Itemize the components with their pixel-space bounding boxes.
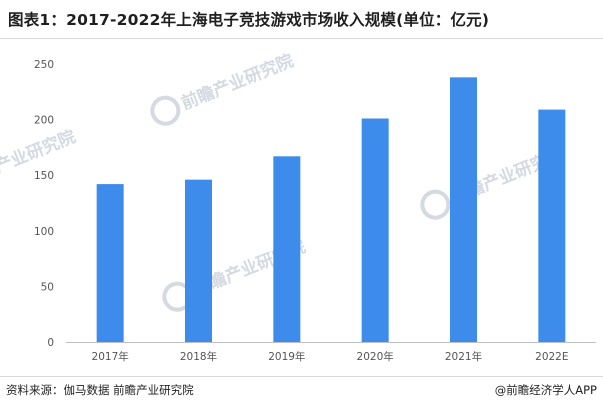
- bar-2021年: [450, 77, 477, 343]
- watermark-logo-icon: [420, 189, 451, 220]
- x-tick-label: 2017年: [92, 350, 129, 363]
- y-tick-label: 250: [34, 59, 54, 71]
- bar-series: [96, 77, 566, 343]
- title-divider: [0, 38, 603, 39]
- watermark-text: 前瞻产业研究院: [178, 50, 296, 114]
- footer-divider: [0, 376, 603, 377]
- watermark: 前瞻产业研究院: [150, 50, 296, 126]
- x-axis: 2017年 2018年 2019年 2020年 2021年 2022E: [66, 342, 596, 363]
- x-tick-label: 2019年: [268, 350, 305, 363]
- bar-2018年: [185, 179, 212, 342]
- x-tick-label: 2020年: [357, 350, 394, 363]
- bar-2022E: [538, 109, 566, 342]
- x-tick-label: 2022E: [535, 351, 568, 363]
- y-tick-label: 100: [34, 226, 54, 238]
- y-tick-label: 200: [34, 115, 54, 127]
- y-tick-label: 0: [47, 337, 54, 349]
- bar-2017年: [96, 184, 124, 342]
- watermark-logo-icon: [150, 95, 181, 126]
- bar-2019年: [273, 156, 301, 342]
- bar-2020年: [361, 118, 389, 342]
- y-tick-label: 150: [34, 170, 54, 182]
- y-tick-label: 50: [41, 281, 54, 293]
- credit-note: @前瞻经济学人APP: [494, 383, 597, 397]
- source-note: 资料来源：伽马数据 前瞻产业研究院: [6, 383, 194, 397]
- x-tick-label: 2021年: [445, 350, 482, 363]
- watermark: 前瞻产业研究院: [0, 126, 78, 190]
- chart-title: 图表1：2017-2022年上海电子竞技游戏市场收入规模(单位：亿元): [8, 11, 490, 29]
- y-axis: 0 50 100 150 200 250: [34, 59, 54, 349]
- x-tick-label: 2018年: [180, 350, 217, 363]
